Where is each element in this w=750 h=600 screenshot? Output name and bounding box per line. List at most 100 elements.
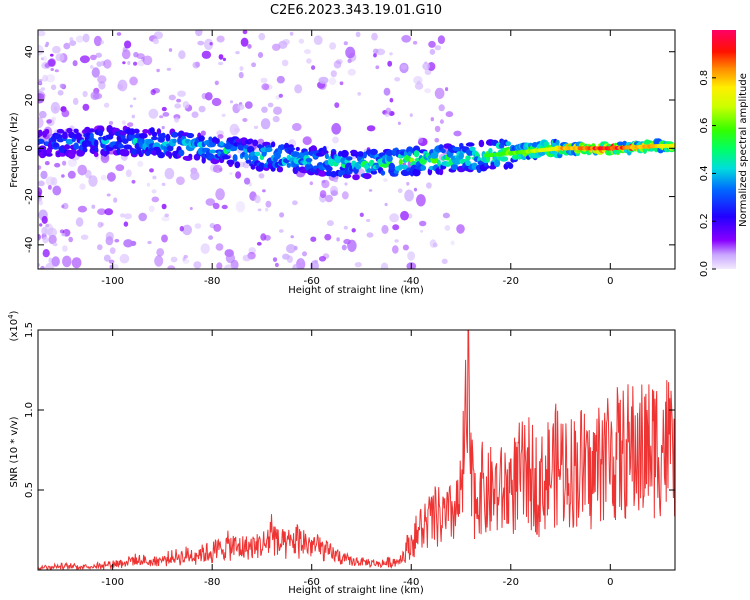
heatmap-cell xyxy=(38,78,43,82)
heatmap-cell xyxy=(116,32,122,36)
heatmap-cell xyxy=(219,141,224,147)
heatmap-cell xyxy=(91,67,100,78)
heatmap-cell xyxy=(59,83,65,89)
heatmap-cell xyxy=(79,183,86,190)
heatmap-cell xyxy=(412,168,421,177)
heatmap-cell xyxy=(91,204,96,209)
heatmap-cell xyxy=(44,128,50,135)
heatmap-cell xyxy=(450,164,459,171)
heatmap-cell xyxy=(131,179,136,184)
heatmap-cell xyxy=(150,89,156,96)
heatmap-cell xyxy=(438,168,444,176)
heatmap-cell xyxy=(262,189,266,193)
heatmap-cell xyxy=(62,255,72,268)
heatmap-cell xyxy=(201,92,208,100)
colorbar-tick-label: 0.2 xyxy=(699,213,710,229)
heatmap-cell xyxy=(176,176,185,185)
spectrogram-y-ticks: -40 -20 0 20 40 xyxy=(24,45,675,253)
heatmap-cell xyxy=(418,137,428,147)
heatmap-cell xyxy=(321,179,330,189)
y-tick-label: -20 xyxy=(24,188,35,204)
heatmap-cell xyxy=(122,46,128,53)
heatmap-cell xyxy=(103,102,110,108)
heatmap-cell xyxy=(72,60,78,67)
heatmap-cell xyxy=(413,187,418,192)
colorbar: 0.0 0.2 0.4 0.6 0.8 Normalized spectral ampl… xyxy=(699,30,749,277)
heatmap-cell xyxy=(289,31,294,36)
heatmap-cell xyxy=(238,71,244,79)
heatmap-cell xyxy=(430,152,439,159)
heatmap-cell xyxy=(330,190,339,196)
heatmap-cell xyxy=(38,80,43,86)
heatmap-cell xyxy=(279,212,285,218)
heatmap-cell xyxy=(324,153,329,160)
heatmap-cell xyxy=(55,53,65,62)
heatmap-cell xyxy=(179,225,184,232)
heatmap-cell xyxy=(252,139,259,147)
heatmap-cell xyxy=(414,82,424,90)
heatmap-cell xyxy=(265,207,269,212)
x-tick-label: -20 xyxy=(503,276,519,287)
heatmap-cell xyxy=(499,156,509,162)
heatmap-cell xyxy=(94,146,99,152)
heatmap-cell xyxy=(66,127,73,134)
heatmap-cell xyxy=(161,132,166,139)
heatmap-cell xyxy=(392,224,400,231)
heatmap-cell xyxy=(324,233,332,241)
heatmap-cell xyxy=(555,139,560,145)
heatmap-cell xyxy=(41,215,48,224)
heatmap-cell xyxy=(347,68,356,76)
heatmap-cell xyxy=(428,40,436,48)
heatmap-cell xyxy=(168,94,176,101)
heatmap-cell xyxy=(204,92,213,101)
heatmap-cell xyxy=(95,52,103,58)
heatmap-cell xyxy=(385,149,394,157)
heatmap-cell xyxy=(295,146,300,152)
heatmap-cell xyxy=(208,235,214,240)
heatmap-cell xyxy=(93,152,99,158)
heatmap-cell xyxy=(333,60,342,69)
heatmap-cell xyxy=(406,181,410,186)
heatmap-cell xyxy=(332,136,339,144)
heatmap-cell xyxy=(278,93,283,98)
heatmap-cell xyxy=(261,83,270,91)
heatmap-cell xyxy=(151,189,157,194)
heatmap-cell xyxy=(404,154,411,162)
heatmap-cell xyxy=(96,61,102,67)
heatmap-cell xyxy=(170,256,178,263)
heatmap-cell xyxy=(61,109,70,118)
heatmap-cell xyxy=(260,233,267,241)
heatmap-cell xyxy=(465,142,475,147)
heatmap-cell xyxy=(452,146,462,152)
heatmap-cell xyxy=(224,264,234,269)
heatmap-cell xyxy=(456,224,465,234)
heatmap-cell xyxy=(270,141,276,148)
heatmap-cell xyxy=(398,164,404,170)
heatmap-cell xyxy=(162,112,170,117)
heatmap-cell xyxy=(42,55,48,62)
heatmap-cell xyxy=(292,123,302,131)
heatmap-cell xyxy=(295,165,300,172)
heatmap-cell xyxy=(182,101,190,109)
heatmap-cell xyxy=(359,212,364,217)
heatmap-cell xyxy=(242,118,248,122)
heatmap-cell xyxy=(151,131,158,137)
colorbar-tick-label: 0.4 xyxy=(699,165,710,181)
heatmap-cell xyxy=(388,162,396,171)
snr-y-label: SNR (10 * v/v) xyxy=(9,416,20,487)
heatmap-cell xyxy=(407,151,412,157)
x-tick-label: -80 xyxy=(204,577,220,588)
heatmap-cell xyxy=(69,40,77,46)
heatmap-cell xyxy=(417,80,421,85)
heatmap-cell xyxy=(89,65,94,69)
heatmap-cell xyxy=(244,101,253,109)
heatmap-cell xyxy=(218,61,224,66)
heatmap-cell xyxy=(389,97,394,103)
heatmap-cell xyxy=(420,229,424,233)
heatmap-cell xyxy=(247,251,256,260)
heatmap-cell xyxy=(257,208,262,212)
heatmap-cell xyxy=(165,133,171,142)
heatmap-cell xyxy=(38,138,45,144)
heatmap-cell xyxy=(254,151,261,157)
heatmap-cell xyxy=(122,138,129,145)
